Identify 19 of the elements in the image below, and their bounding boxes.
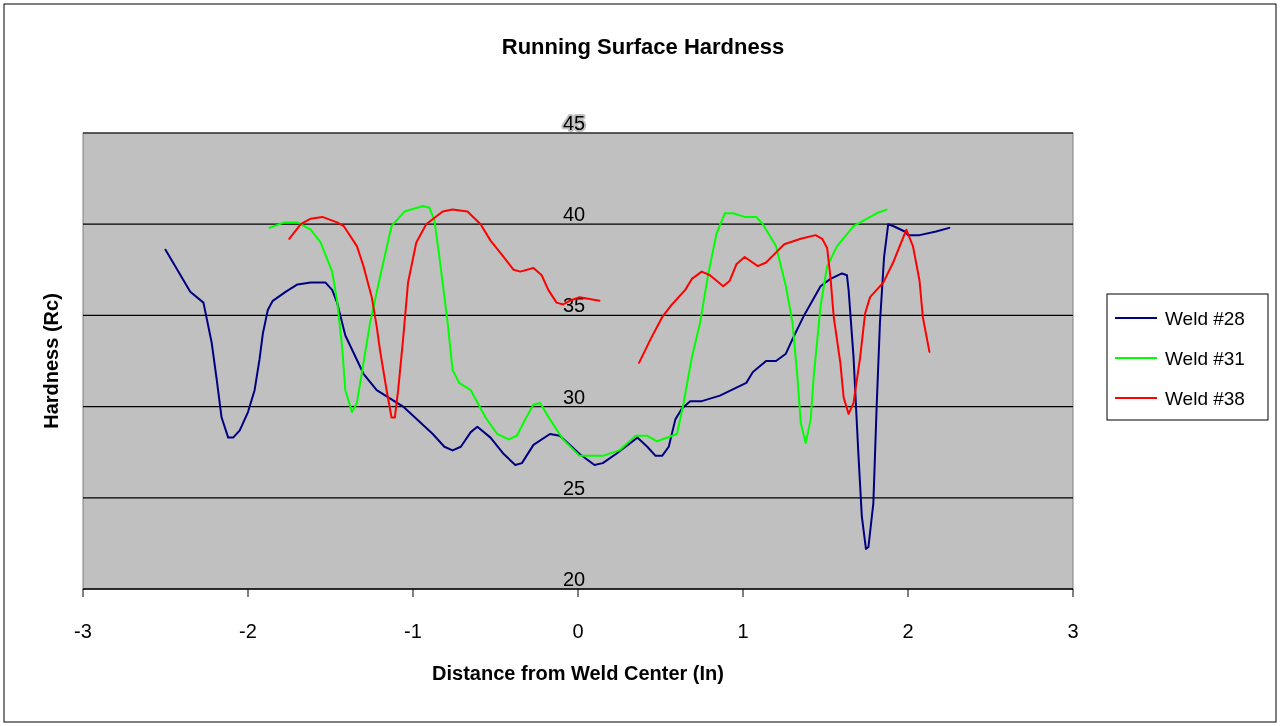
- y-tick-label: 40: [562, 203, 586, 226]
- legend-label: Weld #38: [1165, 388, 1245, 409]
- y-tick-label: 30: [562, 385, 586, 408]
- y-tick-label: 35: [562, 294, 586, 317]
- x-tick-label: -1: [404, 620, 422, 642]
- legend-label: Weld #31: [1165, 348, 1245, 369]
- chart-title: Running Surface Hardness: [501, 34, 785, 59]
- legend-label: Weld #28: [1165, 308, 1245, 329]
- y-tick-label: 20: [562, 568, 586, 590]
- x-tick-label: -2: [239, 620, 257, 642]
- x-tick-label: 1: [737, 620, 749, 642]
- x-tick-label: -3: [74, 620, 92, 642]
- x-tick-label: 2: [902, 620, 914, 642]
- x-tick-label: 0: [572, 620, 584, 642]
- y-axis-title: Hardness (Rc): [40, 293, 62, 429]
- x-tick-label: 3: [1067, 620, 1079, 642]
- y-tick-label: 45: [562, 112, 586, 134]
- y-tick-label: 25: [562, 476, 586, 499]
- x-axis-title: Distance from Weld Center (In): [432, 662, 724, 684]
